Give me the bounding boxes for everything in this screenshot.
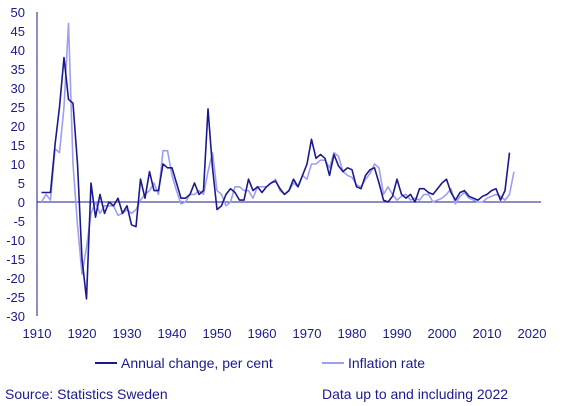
legend-label-inflation-rate: Inflation rate — [348, 355, 426, 371]
y-tick-label: 30 — [11, 81, 25, 96]
x-tick-label: 1930 — [113, 326, 142, 341]
legend-label-annual-change: Annual change, per cent — [121, 355, 273, 371]
y-tick-label: -20 — [6, 271, 25, 286]
y-tick-label: -10 — [6, 233, 25, 248]
y-tick-label: -30 — [6, 309, 25, 324]
y-tick-label: 0 — [18, 195, 25, 210]
x-tick-label: 1990 — [383, 326, 412, 341]
data-range-note: Data up to and including 2022 — [322, 386, 509, 402]
x-tick-label: 1920 — [68, 326, 97, 341]
x-tick-label: 1960 — [248, 326, 277, 341]
x-tick-label: 2000 — [428, 326, 457, 341]
y-tick-label: -5 — [13, 214, 25, 229]
x-tick-label: 1970 — [293, 326, 322, 341]
y-tick-label: 35 — [11, 62, 25, 77]
legend-item-inflation-rate: Inflation rate — [322, 355, 425, 371]
series-line-inflation-rate — [40, 22, 515, 276]
y-tick-label: 25 — [11, 100, 25, 115]
y-tick-label: 10 — [11, 157, 25, 172]
y-tick-label: 45 — [11, 24, 25, 39]
x-axis-ticks: 1910 1920 1930 1940 1950 1960 1970 1980 1990 2000… — [23, 326, 547, 341]
y-tick-label: 15 — [11, 138, 25, 153]
source-note: Source: Statistics Sweden — [5, 386, 168, 402]
x-tick-label: 2020 — [518, 326, 547, 341]
series-layer — [40, 22, 515, 300]
y-tick-label: -25 — [6, 290, 25, 305]
x-tick-label: 1910 — [23, 326, 52, 341]
y-tick-label: -15 — [6, 252, 25, 267]
legend-item-annual-change: Annual change, per cent — [95, 355, 273, 371]
legend: Annual change, per cent Inflation rate — [0, 355, 567, 375]
x-tick-label: 2010 — [473, 326, 502, 341]
y-tick-label: 40 — [11, 43, 25, 58]
x-tick-label: 1940 — [158, 326, 187, 341]
x-tick-label: 1950 — [203, 326, 232, 341]
x-tick-label: 1980 — [338, 326, 367, 341]
legend-swatch-annual-change — [95, 362, 117, 364]
y-tick-label: 50 — [11, 5, 25, 20]
y-tick-label: 5 — [18, 176, 25, 191]
legend-swatch-inflation-rate — [322, 362, 344, 364]
series-line-annual-change-per-cent — [41, 56, 511, 300]
y-tick-label: 20 — [11, 119, 25, 134]
axes — [36, 12, 541, 316]
